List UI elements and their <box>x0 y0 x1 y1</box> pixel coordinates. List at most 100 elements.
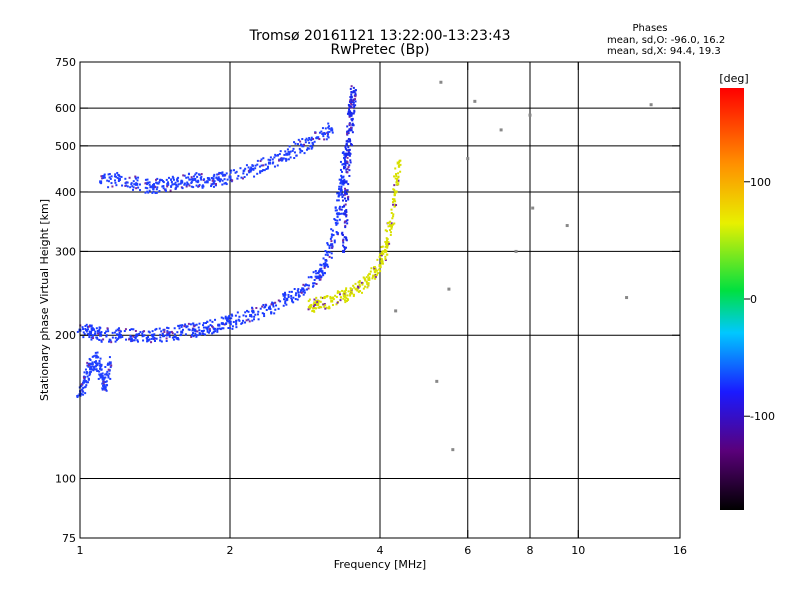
data-point <box>107 374 110 377</box>
data-point <box>98 338 101 341</box>
data-point <box>181 328 184 331</box>
data-point <box>151 335 154 338</box>
data-point <box>95 368 98 371</box>
data-point <box>350 85 353 88</box>
data-point <box>262 303 265 306</box>
data-point <box>171 336 174 339</box>
data-point <box>352 103 355 106</box>
data-point <box>348 138 351 141</box>
data-point <box>340 187 343 190</box>
data-point <box>291 149 294 152</box>
data-point <box>353 286 356 289</box>
data-point <box>345 215 348 218</box>
data-point <box>152 338 155 341</box>
data-point <box>263 315 266 318</box>
data-point <box>393 198 396 201</box>
data-point <box>335 223 338 226</box>
data-point <box>210 183 213 186</box>
data-point <box>345 192 348 195</box>
data-point <box>83 378 86 381</box>
data-point <box>366 282 369 285</box>
data-point <box>349 287 352 290</box>
data-point <box>187 322 190 325</box>
data-point <box>101 388 104 391</box>
data-point <box>466 157 470 161</box>
data-point <box>221 183 224 186</box>
data-point <box>285 299 288 302</box>
data-point <box>349 102 352 105</box>
data-point <box>322 297 325 300</box>
data-point <box>348 154 351 157</box>
data-point <box>152 190 155 193</box>
data-point <box>394 309 398 313</box>
data-point <box>225 319 228 322</box>
data-point <box>186 325 189 328</box>
data-point <box>338 191 341 194</box>
data-point <box>146 340 149 343</box>
data-point <box>326 242 329 245</box>
data-point <box>319 268 322 271</box>
data-point <box>192 332 195 335</box>
data-point <box>251 306 254 309</box>
data-point <box>212 182 215 185</box>
data-point <box>336 219 339 222</box>
data-point <box>256 313 259 316</box>
data-point <box>83 371 86 374</box>
data-point <box>232 169 235 172</box>
data-point <box>95 355 99 359</box>
data-point <box>352 98 355 101</box>
data-point <box>134 177 137 180</box>
data-point <box>188 328 191 331</box>
data-point <box>357 290 360 293</box>
data-point <box>259 170 262 173</box>
series-0 <box>76 151 349 344</box>
data-point <box>90 368 93 371</box>
data-point <box>338 185 341 188</box>
data-point <box>313 282 316 285</box>
data-point <box>331 304 334 307</box>
data-point <box>344 164 347 167</box>
data-point <box>328 305 331 308</box>
data-point <box>100 339 103 342</box>
data-point <box>96 362 99 365</box>
data-point <box>89 372 92 375</box>
data-point <box>315 136 318 139</box>
data-point <box>299 151 302 154</box>
series-4 <box>307 159 402 313</box>
data-point <box>305 137 308 140</box>
data-point <box>175 184 178 187</box>
data-point <box>301 138 304 141</box>
data-point <box>185 184 188 187</box>
data-point <box>295 154 298 157</box>
data-point <box>308 298 311 301</box>
data-point <box>391 198 394 201</box>
data-point <box>378 255 381 258</box>
data-point <box>143 330 146 333</box>
data-point <box>328 244 331 247</box>
data-point <box>380 258 383 261</box>
data-point <box>93 333 96 336</box>
data-point <box>265 167 268 170</box>
data-point <box>86 361 89 364</box>
data-point <box>346 130 349 133</box>
data-point <box>291 300 294 303</box>
data-point <box>196 330 199 333</box>
data-point <box>141 335 144 338</box>
data-point <box>283 296 286 299</box>
data-point <box>293 151 296 154</box>
data-point <box>176 180 179 183</box>
data-point <box>262 164 265 167</box>
data-point <box>352 284 355 287</box>
data-point <box>264 163 267 166</box>
data-point <box>94 351 97 354</box>
data-point <box>193 177 197 181</box>
data-point <box>211 332 214 335</box>
data-point <box>186 181 189 184</box>
data-point <box>244 311 247 314</box>
data-point <box>333 218 336 221</box>
data-point <box>92 355 95 358</box>
data-point <box>80 384 83 387</box>
data-point <box>102 377 105 380</box>
data-point <box>102 381 105 384</box>
data-point <box>175 186 178 189</box>
